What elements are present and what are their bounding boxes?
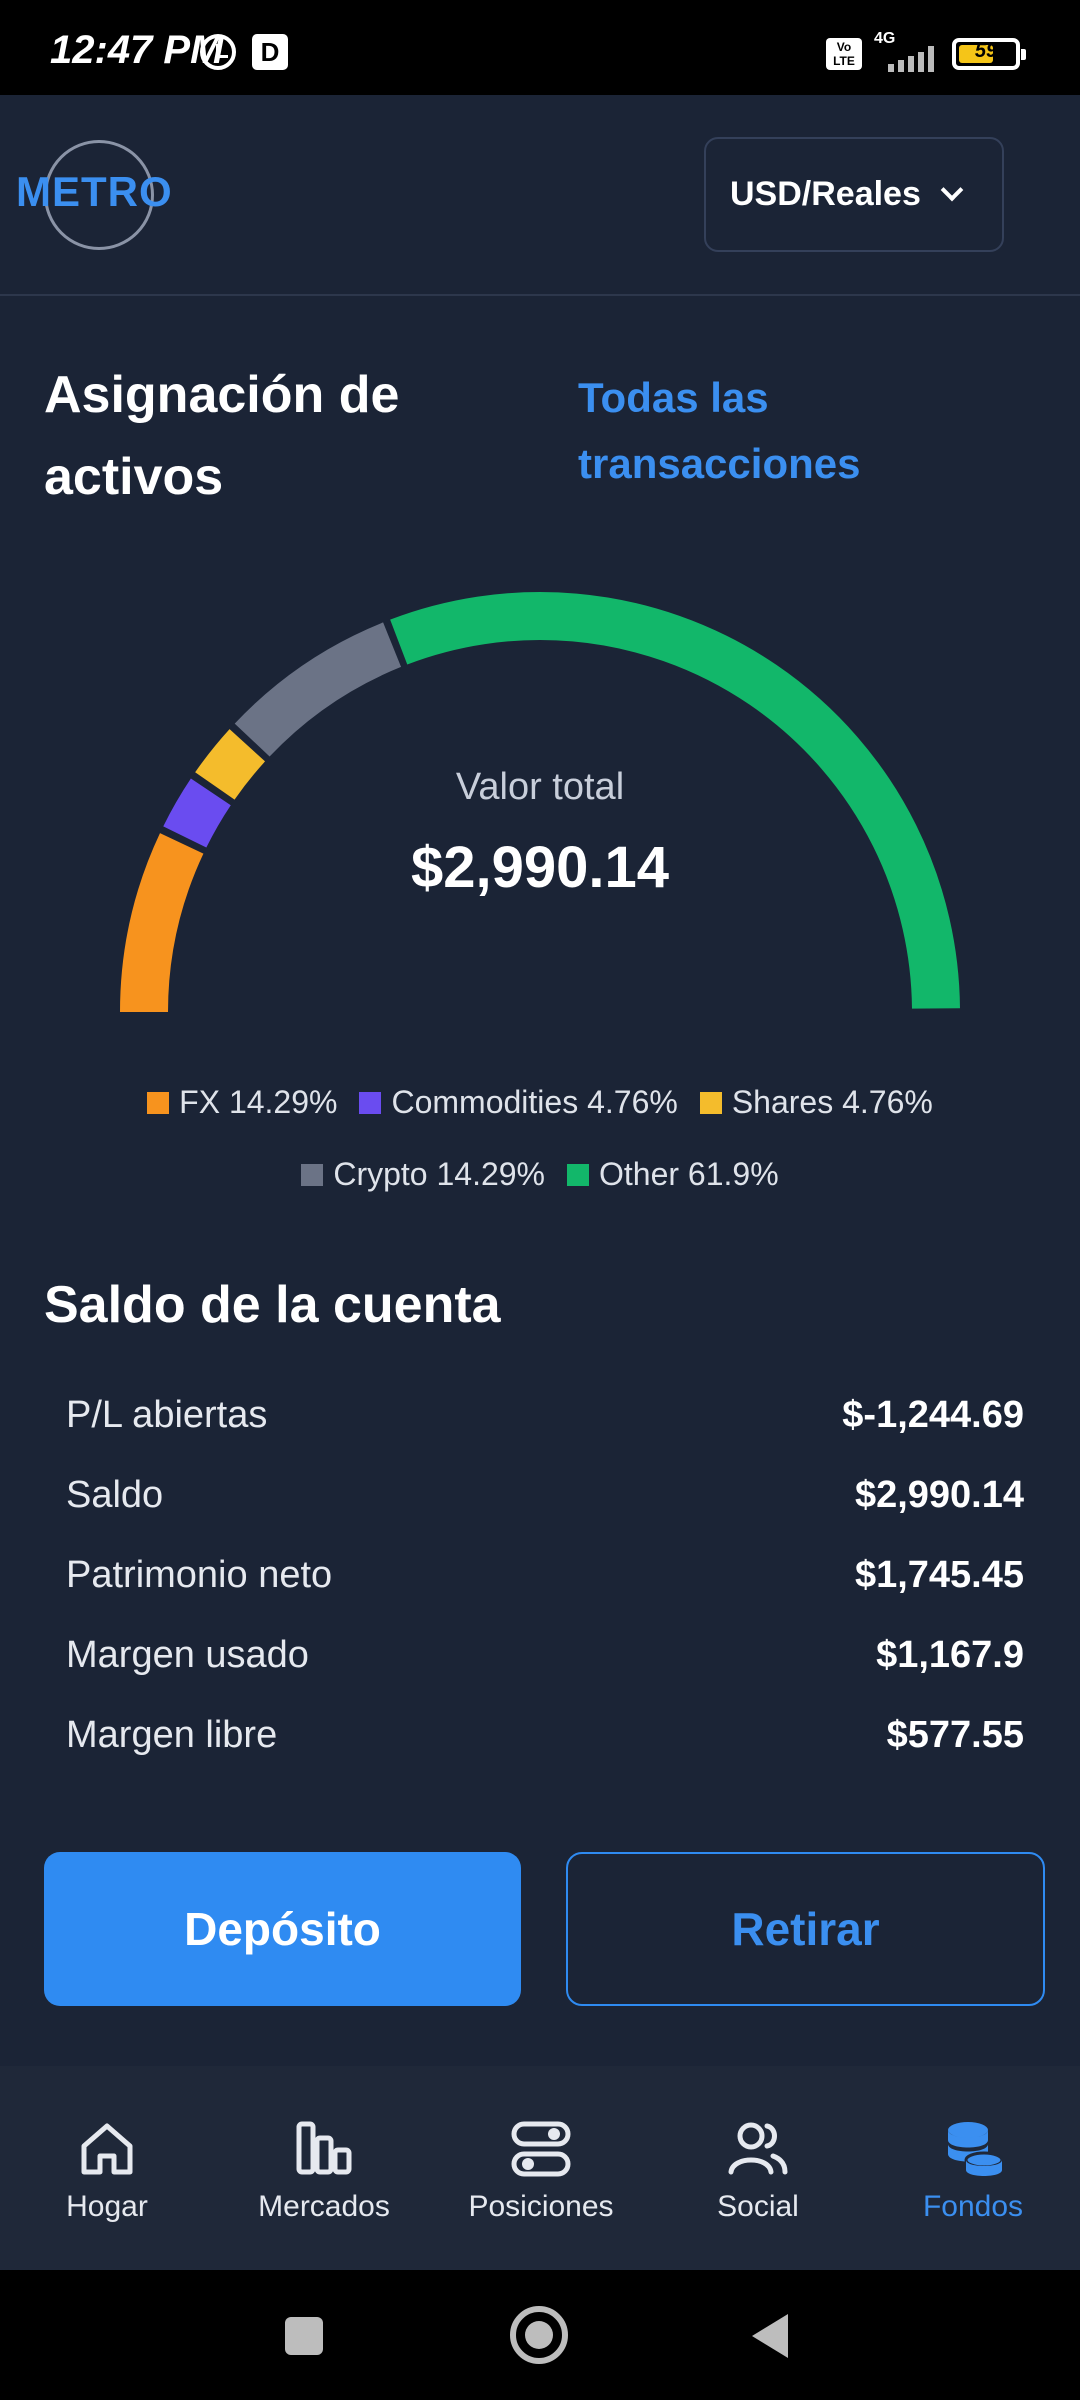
legend-label: Commodities 4.76% — [391, 1084, 678, 1120]
battery-icon: 59 — [952, 38, 1026, 70]
gauge-slice-shares — [195, 729, 266, 800]
legend-label: Shares 4.76% — [731, 1084, 933, 1120]
legend-label: Crypto 14.29% — [333, 1156, 545, 1192]
system-home-icon[interactable] — [510, 2306, 568, 2364]
nav-item-home[interactable]: Hogar — [7, 2116, 207, 2224]
nav-label: Mercados — [258, 2190, 390, 2223]
balance-row-balance: Saldo $2,990.14 — [66, 1474, 1024, 1517]
legend-item-crypto: Crypto 14.29% — [301, 1156, 545, 1193]
home-icon — [81, 2123, 133, 2175]
gauge-slice-commodities — [163, 778, 231, 848]
balance-value: $-1,244.69 — [842, 1394, 1024, 1436]
balance-row-used-margin: Margen usado $1,167.9 — [66, 1634, 1024, 1677]
battery-level: 59 — [974, 40, 998, 62]
allocation-title: Asignación de activos — [44, 366, 400, 506]
balance-label: Saldo — [66, 1474, 164, 1516]
status-time: 12:47 PM — [50, 28, 224, 72]
balance-title: Saldo de la cuenta — [44, 1276, 501, 1334]
balance-label: Margen libre — [66, 1714, 278, 1756]
network-type: 4G — [874, 30, 896, 47]
coins-stack-icon — [948, 2122, 1004, 2176]
legend-item-commodities: Commodities 4.76% — [359, 1084, 678, 1121]
legend-item-shares: Shares 4.76% — [699, 1084, 933, 1121]
gauge-slice-other — [390, 592, 960, 1009]
toggles-icon — [511, 2121, 571, 2177]
bottom-nav: Hogar Mercados Posiciones Social — [0, 2066, 1080, 2270]
total-value: $2,990.14 — [410, 835, 670, 900]
alarm-icon — [200, 34, 236, 70]
balance-value: $2,990.14 — [854, 1474, 1024, 1516]
balance-value: $1,167.9 — [876, 1634, 1024, 1676]
legend-row-2: Crypto 14.29% Other 61.9% — [0, 1156, 1080, 1193]
d-app-icon: D — [252, 34, 288, 70]
nav-label: Fondos — [922, 2190, 1024, 2223]
legend-item-other: Other 61.9% — [567, 1156, 779, 1193]
currency-selector[interactable]: USD/Reales — [704, 137, 1004, 252]
logo-circle — [44, 140, 154, 250]
legend-swatch — [147, 1091, 170, 1114]
legend-row-1: FX 14.29% Commodities 4.76% Shares 4.76% — [0, 1084, 1080, 1121]
system-nav-bar — [0, 2270, 1080, 2400]
nav-label: Posiciones — [468, 2190, 614, 2223]
nav-label: Social — [717, 2190, 799, 2223]
back-icon[interactable] — [752, 2314, 788, 2358]
users-icon — [728, 2122, 788, 2175]
legend-label: Other 61.9% — [599, 1156, 779, 1192]
legend-item-fx: FX 14.29% — [147, 1084, 337, 1121]
nav-label: Hogar — [66, 2190, 148, 2223]
legend-swatch — [567, 1163, 589, 1186]
nav-item-markets[interactable]: Mercados — [224, 2116, 424, 2224]
legend-swatch — [699, 1091, 722, 1114]
nav-item-funds[interactable]: Fondos — [873, 2116, 1073, 2224]
balance-row-open-pl: P/L abiertas $-1,244.69 — [66, 1394, 1024, 1437]
chevron-down-icon — [940, 178, 964, 202]
deposit-button[interactable]: Depósito — [44, 1852, 521, 2006]
balance-value: $577.55 — [886, 1714, 1024, 1756]
total-value-label: Valor total — [455, 766, 625, 808]
legend-label: FX 14.29% — [179, 1084, 338, 1120]
nav-item-social[interactable]: Social — [658, 2116, 858, 2224]
withdraw-button[interactable]: Retirar — [566, 1852, 1045, 2006]
recents-icon[interactable] — [285, 2317, 323, 2355]
bar-chart-icon — [296, 2121, 352, 2175]
gauge-slice-crypto — [234, 622, 402, 757]
balance-label: P/L abiertas — [66, 1394, 268, 1436]
legend-swatch — [359, 1091, 382, 1114]
volte-icon: Vo LTE — [826, 38, 862, 70]
balance-label: Patrimonio neto — [66, 1554, 333, 1596]
gauge-slice-fx — [120, 833, 204, 1013]
currency-label: USD/Reales — [730, 175, 921, 213]
logo: METRO — [16, 168, 173, 215]
status-bar: 12:47 PM D Vo LTE 4G 59 — [0, 0, 1080, 95]
legend-swatch — [301, 1163, 324, 1186]
header-divider — [0, 294, 1080, 296]
nav-item-positions[interactable]: Posiciones — [441, 2116, 641, 2224]
allocation-gauge-chart — [120, 592, 960, 1013]
balance-row-equity: Patrimonio neto $1,745.45 — [66, 1554, 1024, 1597]
balance-value: $1,745.45 — [854, 1554, 1024, 1596]
all-transactions-link[interactable]: Todas las transacciones — [578, 374, 861, 487]
balance-label: Margen usado — [66, 1634, 309, 1676]
signal-icon — [874, 44, 940, 72]
balance-row-free-margin: Margen libre $577.55 — [66, 1714, 1024, 1757]
